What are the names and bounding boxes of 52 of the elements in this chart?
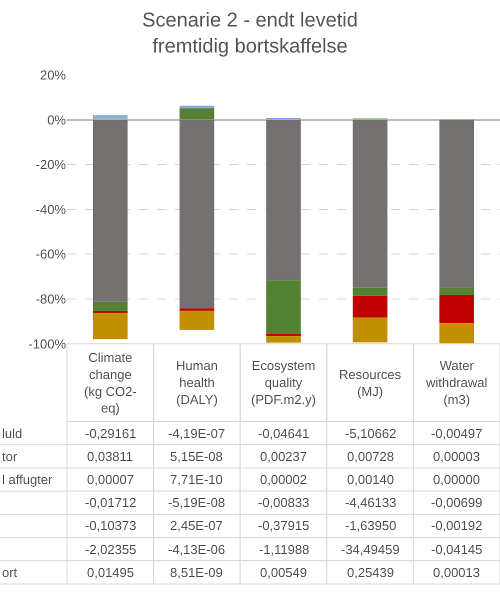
chart-title: Scenarie 2 - endt levetid fremtidig bortskaffelse (142, 10, 358, 58)
text: -2,02355 (85, 542, 136, 557)
text: -0,01712 (85, 495, 136, 510)
y-tick-label: 0% (47, 112, 66, 128)
y-tick-label: -100% (28, 336, 66, 352)
text: 0,01495 (87, 565, 134, 580)
text: 0,00000 (433, 472, 480, 487)
text: -5,19E-08 (168, 495, 226, 510)
text: -4,19E-07 (168, 426, 226, 441)
x-tick-label: Resources (MJ) (339, 367, 402, 399)
category-label: l affugter (2, 472, 52, 487)
x-tick-label: Human health (DALY) (176, 358, 218, 407)
text: -0,37915 (258, 518, 310, 533)
text: -4,46133 (345, 495, 396, 510)
text: 7,71E-10 (170, 472, 223, 487)
text: 8,51E-09 (170, 565, 223, 580)
text: 0,00007 (87, 472, 134, 487)
text: 0,00002 (260, 472, 307, 487)
category-label: ort (2, 565, 18, 580)
text: -1,11988 (259, 542, 310, 557)
text: -34,49459 (341, 542, 400, 557)
text: -0,00833 (258, 495, 310, 510)
text: -0,00497 (431, 426, 482, 441)
category-label: tor (2, 449, 18, 464)
text: -0,29161 (85, 426, 136, 441)
y-tick-label: -60% (36, 246, 66, 262)
text: 0,03811 (87, 449, 134, 464)
x-tick-label: Ecosystem quality (PDF.m2.y) (251, 358, 316, 407)
text: -4,13E-06 (168, 542, 226, 557)
text: 0,00013 (433, 565, 480, 580)
text: -1,63950 (345, 518, 396, 533)
x-tick-label: Climate change (kg CO2-eq) (84, 350, 137, 416)
text: 0,25439 (347, 565, 394, 580)
text: -0,10373 (85, 518, 136, 533)
text: 0,00003 (433, 449, 480, 464)
y-tick-label: -20% (36, 157, 66, 172)
text: -0,04641 (258, 426, 310, 441)
y-tick-label: -80% (36, 292, 66, 307)
text: 2,45E-07 (170, 518, 223, 533)
text: 0,00237 (260, 449, 307, 464)
text: -0,04145 (431, 542, 482, 557)
x-tick-label: Water withdrawal (m3) (425, 358, 488, 407)
text: 5,15E-08 (170, 449, 223, 464)
text: 0,00140 (347, 472, 394, 487)
text: 0,00549 (260, 565, 307, 580)
y-tick-label: 20% (40, 68, 66, 83)
y-tick-label: -40% (36, 202, 66, 217)
text: -0,00192 (431, 518, 482, 533)
category-label: luld (2, 426, 22, 441)
text: 0,00728 (347, 449, 394, 464)
text: -0,00699 (431, 495, 482, 510)
text: -5,10662 (345, 426, 396, 441)
